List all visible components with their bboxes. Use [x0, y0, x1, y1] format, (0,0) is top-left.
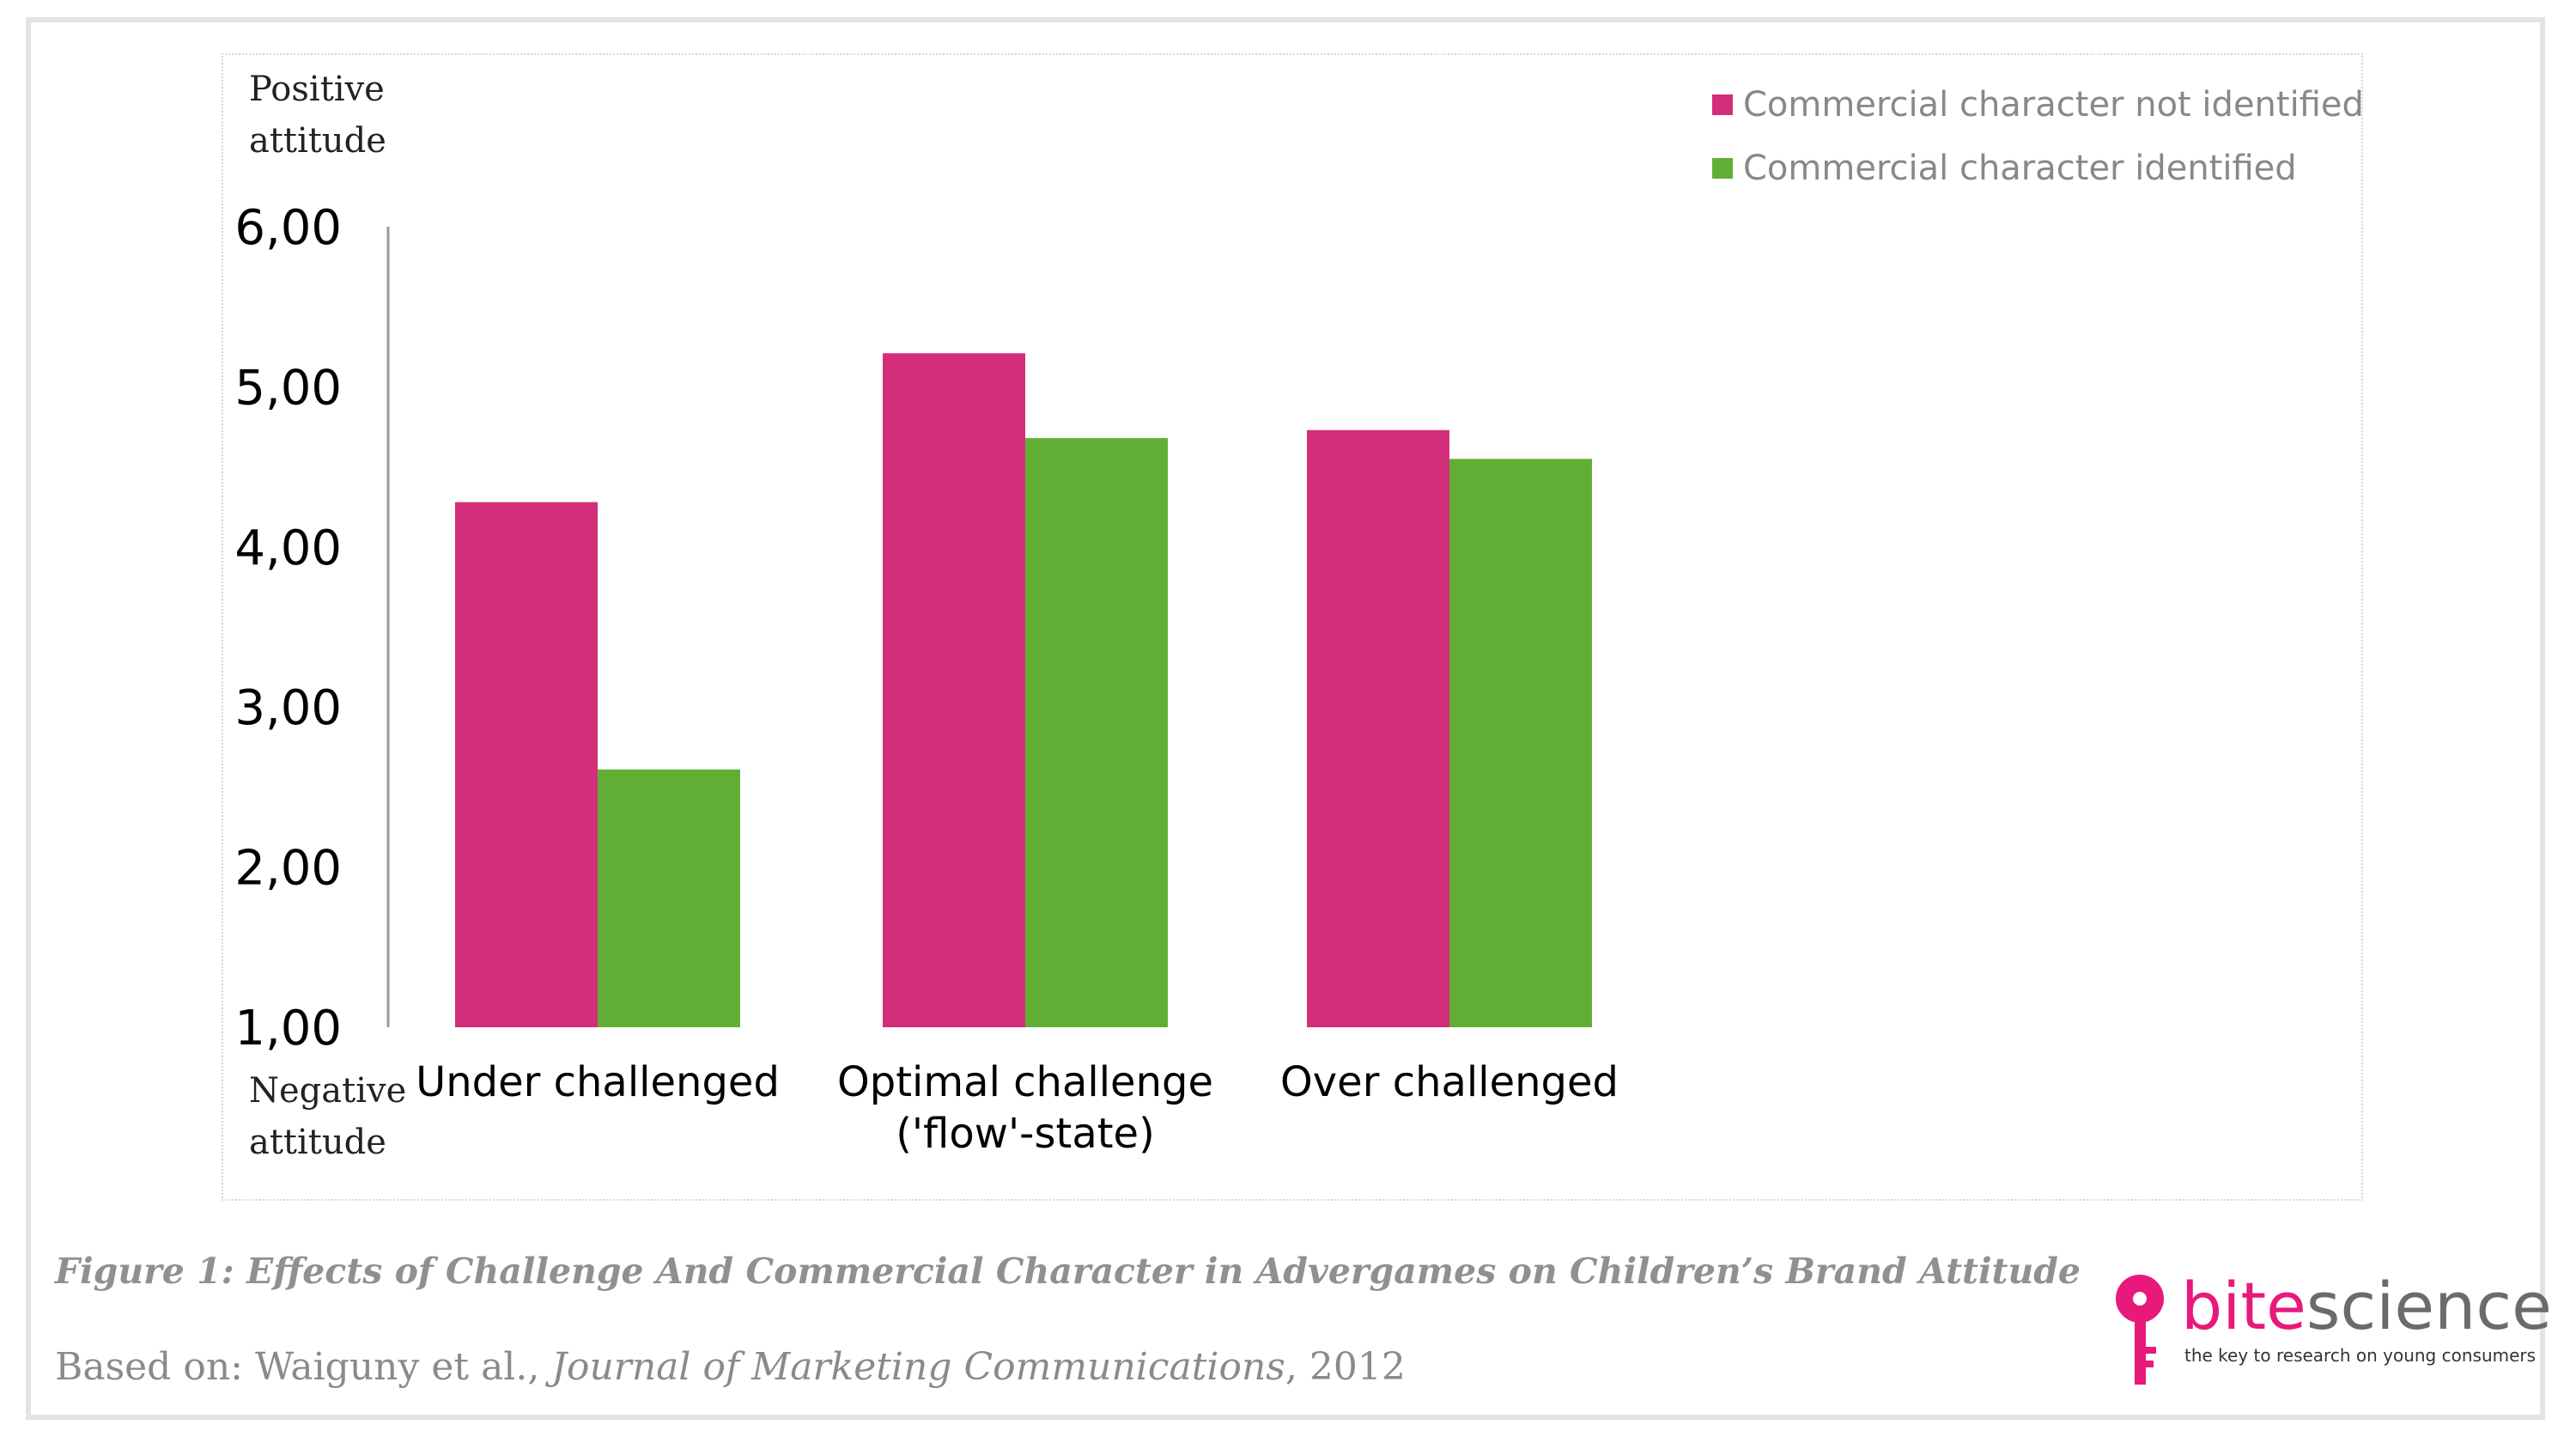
bar-not-identified-2	[883, 353, 1025, 1028]
legend-swatch-identified	[1712, 158, 1733, 179]
y-axis-top-label-line1: Positive	[249, 70, 385, 109]
x-category-label: Over challenged	[1280, 1058, 1619, 1106]
bar-identified-1	[598, 769, 740, 1027]
bar-identified-3	[1449, 459, 1592, 1027]
x-category-label: ('flow'-state)	[896, 1110, 1155, 1158]
y-tick-label: 3,00	[234, 680, 342, 736]
source-suffix: , 2012	[1285, 1345, 1406, 1389]
plot-frame	[222, 53, 2363, 1201]
y-tick-label: 1,00	[234, 1001, 342, 1056]
legend-item-not-identified: Commercial character not identified	[1712, 82, 2364, 127]
figure-caption: Figure 1: Effects of Challenge And Comme…	[55, 1251, 2081, 1292]
source-citation: Based on: Waiguny et al., Journal of Mar…	[55, 1345, 1406, 1389]
y-tick-label: 4,00	[234, 521, 342, 576]
key-icon	[2116, 1275, 2164, 1385]
y-axis-bottom-label-line1: Negative	[249, 1071, 407, 1111]
figure-frame	[26, 17, 2545, 1420]
x-category-label: Under challenged	[416, 1058, 780, 1106]
legend-swatch-not-identified	[1712, 94, 1733, 115]
bar-not-identified-3	[1307, 429, 1449, 1027]
legend-label-not-identified: Commercial character not identified	[1743, 85, 2364, 125]
x-category-label: Optimal challenge	[837, 1058, 1213, 1106]
y-tick-label: 6,00	[234, 200, 342, 256]
legend: Commercial character not identified Comm…	[1712, 82, 2364, 210]
bar-chart: 1,00 2,00 3,00 4,00 5,00 6,00 Under challenged…	[234, 200, 1619, 1158]
y-axis-bottom-label-line2: attitude	[249, 1123, 386, 1162]
source-prefix: Based on: Waiguny et al.,	[55, 1345, 552, 1389]
source-journal: Journal of Marketing Communications	[551, 1345, 1285, 1389]
legend-label-identified: Commercial character identified	[1743, 149, 2297, 188]
bar-identified-2	[1025, 438, 1168, 1028]
logo-tagline: the key to research on young consumers	[2184, 1345, 2537, 1366]
y-axis-bottom-label: Negative attitude	[249, 1065, 406, 1168]
bar-not-identified-1	[455, 502, 598, 1027]
y-tick-label: 5,00	[234, 360, 342, 416]
logo-word-bite: bite	[2181, 1268, 2306, 1344]
y-axis-top-label: Positive attitude	[249, 64, 386, 167]
y-tick-label: 2,00	[234, 841, 342, 897]
bitescience-logo: bitescience the key to research on young…	[2112, 1268, 2552, 1393]
logo-wordmark: bitescience	[2181, 1268, 2552, 1345]
legend-item-identified: Commercial character identified	[1712, 146, 2364, 191]
logo-word-science: science	[2306, 1268, 2552, 1344]
y-axis-top-label-line2: attitude	[249, 121, 386, 161]
